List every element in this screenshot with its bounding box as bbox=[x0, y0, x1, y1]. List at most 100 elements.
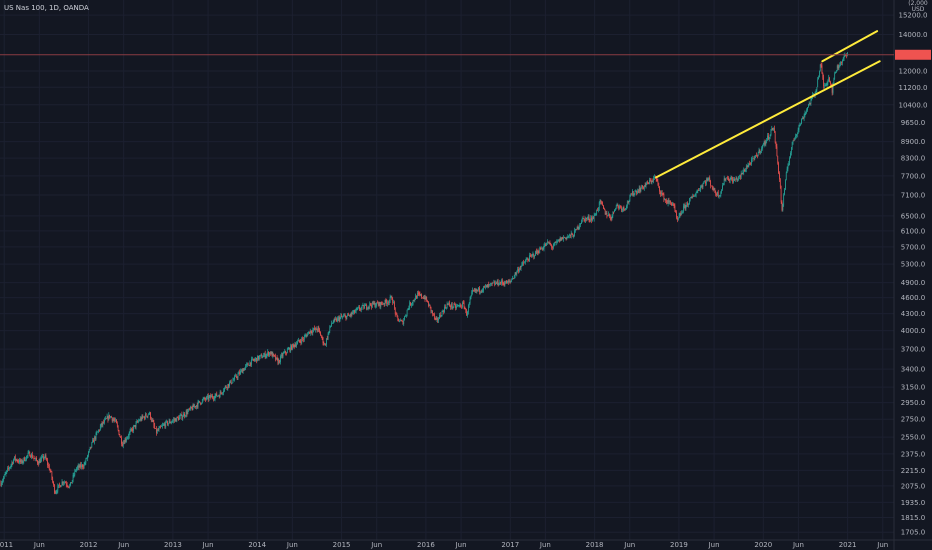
candle-body bbox=[479, 291, 481, 293]
candle-body bbox=[10, 464, 12, 467]
candle-body bbox=[59, 485, 61, 488]
candle-body bbox=[267, 351, 269, 354]
candle-body bbox=[50, 470, 52, 472]
candle-body bbox=[440, 316, 442, 317]
candle-body bbox=[54, 492, 56, 494]
candle-body bbox=[218, 395, 220, 398]
candle-body bbox=[97, 431, 99, 433]
candle-body bbox=[536, 250, 538, 254]
candle-body bbox=[128, 432, 130, 437]
candle-body bbox=[339, 317, 341, 321]
candle-body bbox=[132, 429, 133, 431]
grid bbox=[0, 0, 894, 540]
candle-body bbox=[606, 213, 608, 216]
candle-body bbox=[828, 77, 830, 81]
candle-body bbox=[392, 299, 394, 303]
candle-body bbox=[648, 182, 649, 184]
candle-body bbox=[242, 369, 244, 373]
price-tick-label: 9650.0 bbox=[901, 119, 926, 127]
candle-body bbox=[477, 289, 479, 291]
candle-body bbox=[71, 480, 73, 484]
candle-body bbox=[30, 456, 31, 458]
candle-body bbox=[734, 179, 735, 181]
candle-body bbox=[658, 182, 660, 187]
candle-body bbox=[753, 158, 755, 160]
candle-body bbox=[495, 282, 496, 285]
candle-body bbox=[464, 307, 466, 310]
candle-body bbox=[620, 207, 622, 211]
candle-body bbox=[643, 187, 644, 189]
candle-body bbox=[653, 177, 654, 181]
candle-body bbox=[198, 401, 200, 402]
candle-body bbox=[296, 343, 297, 347]
candle-body bbox=[379, 302, 381, 307]
candle-body bbox=[27, 453, 29, 456]
candle-body bbox=[55, 491, 57, 494]
candle-body bbox=[397, 316, 399, 319]
candle-body bbox=[161, 425, 163, 427]
candle-body bbox=[824, 85, 826, 86]
candle-body bbox=[18, 461, 20, 463]
candle-body bbox=[252, 358, 254, 361]
candle-body bbox=[224, 387, 225, 391]
candle-body bbox=[794, 137, 796, 141]
candle-body bbox=[382, 303, 383, 305]
candle-body bbox=[70, 482, 71, 486]
price-tick-label: 10400.0 bbox=[899, 101, 928, 109]
candle-body bbox=[19, 459, 20, 463]
candle-body bbox=[1, 482, 3, 486]
candle-body bbox=[710, 181, 711, 186]
candle-body bbox=[193, 404, 195, 407]
candle-body bbox=[165, 421, 167, 427]
candle-body bbox=[473, 290, 475, 292]
candle-body bbox=[518, 269, 519, 272]
candle-body bbox=[633, 193, 635, 196]
candle-body bbox=[333, 319, 335, 323]
candle-body bbox=[258, 356, 260, 360]
candle-body bbox=[640, 188, 642, 192]
candle-body bbox=[476, 289, 478, 292]
candle-body bbox=[577, 226, 579, 229]
candle-body bbox=[666, 202, 668, 204]
candle-body bbox=[644, 185, 646, 187]
candle-body bbox=[139, 418, 141, 421]
candle-body bbox=[268, 351, 269, 356]
candle-body bbox=[223, 390, 224, 393]
candle-body bbox=[195, 405, 197, 408]
candle-body bbox=[787, 165, 789, 169]
candle-body bbox=[786, 168, 788, 173]
candle-body bbox=[303, 338, 304, 340]
candle-body bbox=[94, 437, 96, 439]
candle-body bbox=[360, 307, 362, 310]
price-tick-label: 4000.0 bbox=[901, 327, 926, 335]
time-tick-label: 2017 bbox=[501, 541, 519, 549]
candle-body bbox=[508, 281, 510, 283]
candle-body bbox=[790, 147, 792, 153]
candle-body bbox=[600, 200, 602, 202]
candle-body bbox=[831, 85, 833, 93]
candle-body bbox=[463, 302, 465, 308]
candle-body bbox=[261, 354, 263, 359]
symbol-legend[interactable]: US Nas 100, 1D, OANDA bbox=[4, 4, 89, 12]
candle-body bbox=[758, 149, 760, 153]
candle-body bbox=[596, 209, 598, 215]
candle-body bbox=[504, 283, 506, 285]
candle-body bbox=[184, 413, 185, 417]
price-tick-label: 8900.0 bbox=[901, 138, 926, 146]
candle-body bbox=[140, 418, 142, 421]
candle-body bbox=[149, 412, 150, 415]
trendlines[interactable] bbox=[655, 30, 881, 179]
candle-body bbox=[187, 410, 189, 414]
candle-body bbox=[250, 362, 252, 365]
candle-body bbox=[445, 307, 447, 309]
candle-body bbox=[406, 309, 408, 315]
candle-body bbox=[459, 304, 461, 306]
candle-body bbox=[729, 178, 731, 182]
candle-body bbox=[632, 191, 634, 196]
candle-body bbox=[365, 304, 367, 309]
candle-body bbox=[485, 285, 487, 287]
candle-body bbox=[763, 141, 765, 145]
candle-body bbox=[331, 323, 332, 326]
candle-body bbox=[533, 254, 535, 257]
